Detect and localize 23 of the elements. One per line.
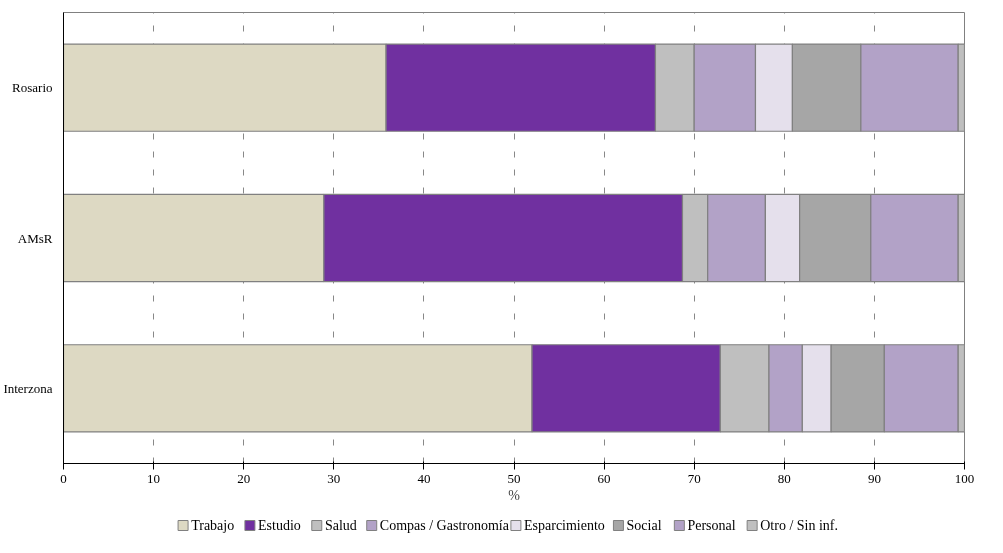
x-tick-label: 20 bbox=[237, 470, 251, 486]
x-tick-label: 80 bbox=[777, 470, 791, 486]
x-tick-label: 90 bbox=[867, 470, 881, 486]
x-tick-label: 50 bbox=[507, 470, 521, 486]
x-tick-label: 30 bbox=[327, 470, 341, 486]
legend-label: Personal bbox=[687, 518, 736, 533]
x-tick-label: 100 bbox=[954, 470, 975, 486]
legend-label: Social bbox=[626, 518, 662, 533]
x-tick-label: 10 bbox=[147, 470, 161, 486]
x-tick-label: 70 bbox=[687, 470, 701, 486]
y-tick-label: AMsR bbox=[17, 230, 53, 246]
x-tick-label: 60 bbox=[597, 470, 611, 486]
x-tick-label: 40 bbox=[417, 470, 431, 486]
legend-label: Trabajo bbox=[191, 518, 235, 533]
y-tick-label: Interzona bbox=[3, 380, 53, 396]
legend-label: Estudio bbox=[258, 518, 301, 533]
x-axis-title: % bbox=[508, 487, 521, 503]
x-tick-label: 0 bbox=[60, 470, 67, 486]
y-tick-label: Rosario bbox=[12, 80, 53, 96]
legend-label: Esparcimiento bbox=[524, 518, 605, 533]
legend-label: Otro / Sin inf. bbox=[760, 518, 839, 533]
legend-label: Salud bbox=[324, 518, 357, 533]
legend-label: Compas / Gastronomía bbox=[379, 518, 510, 533]
